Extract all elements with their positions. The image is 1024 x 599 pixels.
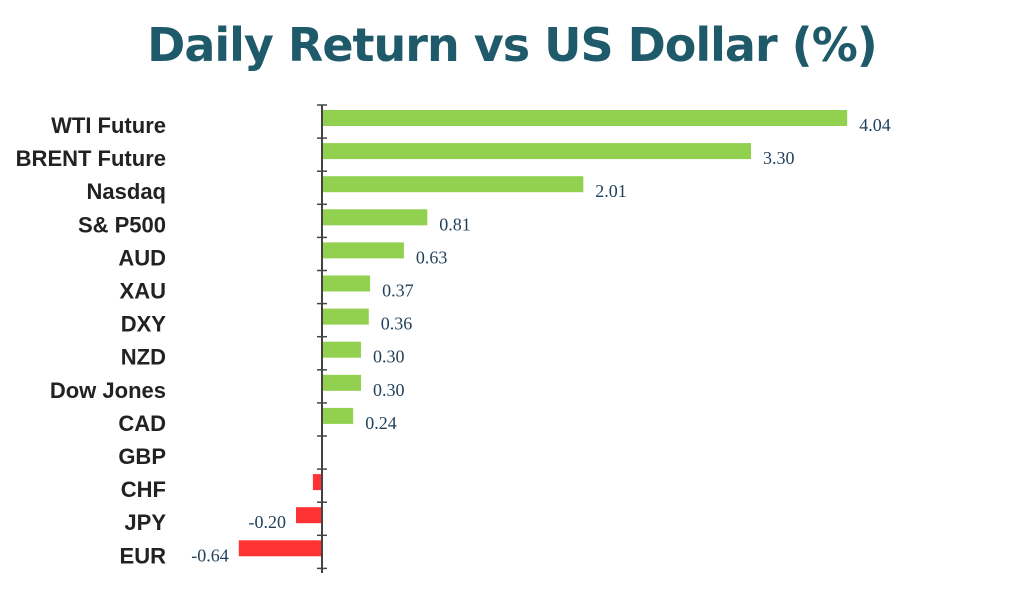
bar-1 (322, 143, 751, 160)
category-label-4: AUD (118, 245, 166, 270)
bar-5 (322, 275, 371, 292)
category-label-11: CHF (121, 477, 166, 502)
data-label-1: 3.30 (763, 148, 795, 168)
data-label-0: 4.04 (859, 115, 891, 135)
data-label-2: 2.01 (595, 181, 627, 201)
category-label-9: CAD (118, 411, 166, 436)
bar-6 (322, 308, 369, 325)
bar-3 (322, 209, 428, 226)
data-label-13: -0.64 (191, 545, 229, 565)
data-label-4: 0.63 (416, 247, 448, 267)
data-label-6: 0.36 (381, 314, 413, 334)
bar-11 (312, 474, 322, 491)
category-label-8: Dow Jones (50, 378, 166, 403)
bar-2 (322, 176, 584, 193)
bar-7 (322, 341, 361, 358)
chart-title: Daily Return vs US Dollar (%) (147, 18, 878, 72)
data-label-5: 0.37 (382, 281, 414, 301)
bar-0 (322, 110, 848, 126)
category-label-3: S& P500 (78, 212, 166, 237)
category-label-7: NZD (121, 345, 166, 370)
bar-13 (238, 540, 322, 557)
data-label-7: 0.30 (373, 347, 405, 367)
category-label-5: XAU (120, 279, 166, 304)
data-label-12: -0.20 (249, 512, 287, 532)
data-label-3: 0.81 (439, 214, 471, 234)
category-label-1: BRENT Future (16, 146, 166, 171)
category-label-10: GBP (118, 444, 166, 469)
bar-8 (322, 374, 361, 391)
data-label-9: 0.24 (365, 413, 397, 433)
bar-9 (322, 407, 354, 424)
bar-12 (296, 507, 322, 524)
category-label-6: DXY (121, 312, 167, 337)
category-label-2: Nasdaq (87, 179, 166, 204)
category-label-13: EUR (120, 543, 167, 568)
data-label-8: 0.30 (373, 380, 405, 400)
category-label-12: JPY (124, 510, 166, 535)
bar-4 (322, 242, 404, 259)
category-label-0: WTI Future (51, 113, 166, 138)
